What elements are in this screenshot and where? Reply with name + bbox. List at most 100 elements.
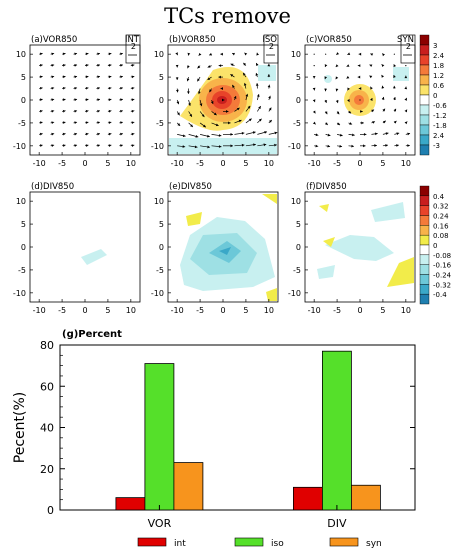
reference-vector-label: 2 (131, 42, 136, 51)
wind-vector (108, 86, 112, 90)
div-colorbar-swatch (419, 284, 430, 295)
wind-vector (369, 64, 373, 68)
wind-vector (241, 131, 245, 135)
wind-vector (264, 131, 268, 134)
div-colorbar-swatch (419, 205, 430, 216)
wind-vector (327, 133, 331, 137)
x-tick-label: 0 (220, 306, 225, 315)
y-tick-label: 10 (16, 197, 26, 206)
wind-vector (62, 52, 66, 56)
x-tick-label: -5 (58, 159, 66, 168)
legend-swatch-syn (329, 537, 359, 547)
vor-colorbar-swatch (419, 124, 430, 136)
y-tick-label: 0 (21, 243, 26, 252)
wind-vector (220, 52, 223, 56)
vor-colorbar-swatch (419, 144, 430, 156)
wind-vector (312, 121, 316, 125)
wind-vector (85, 121, 89, 125)
wind-vector (243, 72, 246, 76)
wind-vector (215, 123, 219, 127)
wind-vector (381, 74, 385, 78)
wind-vector (339, 133, 343, 137)
wind-vector (85, 132, 89, 136)
wind-vector (392, 85, 396, 89)
wind-vector (74, 75, 78, 79)
wind-vector (382, 108, 386, 112)
x-tick-label: -5 (196, 159, 204, 168)
wind-vector (256, 94, 260, 97)
wind-vector (131, 144, 135, 147)
x-tick-label: 0 (82, 306, 87, 315)
wind-vector (385, 144, 388, 147)
panel-label: (f)DIV850 (306, 182, 347, 192)
wind-vector (336, 52, 340, 55)
div-colorbar-label: 0.16 (433, 222, 449, 230)
y-tick-label: 5 (159, 220, 164, 229)
legend-label-syn: syn (366, 539, 382, 549)
x-tick-label: 0 (357, 306, 362, 315)
wind-vector (51, 132, 55, 136)
wind-vector (176, 101, 180, 105)
divergence-contour-fill (266, 288, 277, 301)
wind-vector (51, 52, 55, 56)
wind-vector (177, 112, 180, 116)
div-colorbar-label: -0.16 (433, 262, 452, 270)
y-tick-label: -10 (288, 142, 301, 151)
vor-colorbar-label: 1.2 (433, 72, 444, 80)
wind-vector (182, 134, 186, 138)
div-colorbar-label: -0.08 (433, 252, 451, 260)
wind-vector (51, 144, 55, 147)
wind-vector (404, 86, 408, 90)
vor-colorbar-swatch (419, 44, 430, 56)
bar-iso (321, 350, 352, 511)
x-tick-label: -10 (171, 159, 184, 168)
wind-vector (74, 86, 78, 90)
wind-vector (253, 143, 256, 147)
y-tick-label: -5 (18, 266, 26, 275)
wind-vector (39, 98, 43, 102)
wind-vector (39, 109, 43, 113)
wind-vector (175, 77, 179, 81)
wind-vector (131, 109, 135, 113)
wind-vector (407, 144, 410, 148)
wind-vector (74, 132, 78, 136)
panel-tag: INT (125, 35, 140, 45)
vor-colorbar-swatch (419, 54, 430, 66)
x-tick-label: 0 (82, 159, 87, 168)
wind-vector (39, 75, 43, 79)
vor-colorbar-label: -1.8 (433, 122, 447, 130)
div-colorbar-label: -0.24 (433, 272, 452, 280)
wind-vector (97, 75, 100, 79)
wind-vector (209, 89, 212, 93)
wind-vector (267, 84, 271, 88)
wind-vector (198, 52, 202, 56)
wind-vector (230, 144, 233, 148)
legend-label-int: int (174, 539, 186, 549)
y-tick-label: 80 (40, 339, 54, 352)
vor-colorbar-label: -3 (433, 142, 440, 150)
map-panel (304, 34, 416, 156)
vor-colorbar-swatch (419, 34, 430, 46)
wind-vector (335, 100, 339, 104)
div-colorbar-label: 0.4 (433, 193, 445, 201)
wind-vector (175, 64, 179, 68)
vor-colorbar-label: 3 (433, 42, 437, 50)
wind-vector (120, 109, 123, 113)
wind-vector (324, 88, 328, 92)
map-panel (304, 191, 416, 303)
wind-vector (315, 133, 319, 137)
wind-vector (252, 131, 256, 134)
wind-vector (324, 122, 328, 125)
wind-vector (371, 109, 375, 113)
wind-vector (230, 74, 234, 77)
y-tick-label: -5 (156, 119, 164, 128)
wind-vector (315, 144, 319, 148)
wind-vector (97, 132, 100, 136)
wind-vector (339, 144, 343, 148)
x-tick-label: 10 (126, 159, 136, 168)
wind-vector (370, 53, 374, 56)
wind-vector (85, 86, 89, 90)
wind-vector (62, 75, 66, 79)
vor-colorbar-swatch (419, 64, 430, 76)
wind-vector (267, 74, 271, 77)
